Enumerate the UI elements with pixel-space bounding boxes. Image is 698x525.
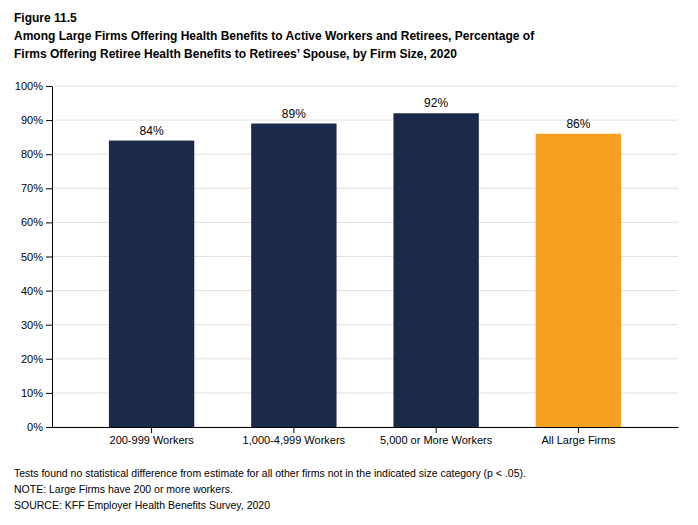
y-tick-label: 60% [21, 216, 43, 228]
bar [109, 141, 194, 427]
y-axis-line [52, 87, 53, 428]
x-axis: 200-999 Workers 1,000-4,999 Workers 5,000 … [53, 427, 679, 446]
x-tick-mark [436, 427, 437, 433]
y-tick-label: 0% [27, 421, 43, 433]
data-label: 92% [424, 96, 448, 110]
data-label: 86% [566, 117, 590, 131]
bars [109, 113, 621, 427]
title-block: Figure 11.5 Among Large Firms Offering He… [14, 11, 535, 61]
y-tick: 20% [21, 353, 52, 365]
x-tick-label: 5,000 or More Workers [380, 434, 493, 446]
title: Firms Offering Retiree Health Benefits t… [14, 47, 457, 61]
y-tick-mark [46, 188, 52, 189]
y-tick-label: 40% [21, 285, 43, 297]
x-tick: 5,000 or More Workers [380, 427, 493, 446]
y-tick-label: 10% [21, 387, 43, 399]
y-tick: 80% [21, 148, 52, 160]
figure-label: Figure 11.5 [14, 11, 77, 25]
x-tick: All Large Firms [541, 427, 615, 446]
title: Among Large Firms Offering Health Benefi… [14, 29, 535, 43]
footnotes: Tests found no statistical difference fr… [14, 467, 526, 511]
bar [536, 134, 621, 427]
y-tick-label: 100% [15, 80, 43, 92]
y-tick-mark [46, 120, 52, 121]
footnote: SOURCE: KFF Employer Health Benefits Sur… [14, 499, 270, 511]
plot: 0% 10% 20% 30% 40% 50% 60% 70% 80% 90% 100% 200-999… [15, 80, 679, 446]
y-tick-label: 20% [21, 353, 43, 365]
bar [393, 113, 478, 427]
y-tick: 10% [21, 387, 52, 399]
y-tick-mark [46, 291, 52, 292]
y-tick-mark [46, 222, 52, 223]
x-tick-label: 1,000-4,999 Workers [243, 434, 346, 446]
x-axis-line [53, 427, 679, 428]
x-tick: 200-999 Workers [110, 427, 195, 446]
y-tick: 30% [21, 319, 52, 331]
data-label: 84% [140, 124, 164, 138]
y-axis: 0% 10% 20% 30% 40% 50% 60% 70% 80% 90% 100% [15, 80, 53, 433]
y-tick-mark [46, 154, 52, 155]
y-tick-mark [46, 393, 52, 394]
footnote: NOTE: Large Firms have 200 or more worke… [14, 483, 233, 495]
y-tick-label: 30% [21, 319, 43, 331]
bar [251, 124, 336, 427]
footnote: Tests found no statistical difference fr… [14, 467, 526, 479]
grid-line [52, 86, 678, 87]
y-tick: 40% [21, 285, 52, 297]
y-tick: 60% [21, 216, 52, 228]
y-tick-label: 50% [21, 251, 43, 263]
y-tick-mark [46, 359, 52, 360]
x-tick-mark [578, 427, 579, 433]
x-tick-label: 200-999 Workers [110, 434, 195, 446]
y-tick: 70% [21, 182, 52, 194]
x-tick-mark [151, 427, 152, 433]
y-tick-mark [46, 427, 52, 428]
y-tick-mark [46, 325, 52, 326]
data-labels: 84% 89% 92% 86% [140, 96, 591, 137]
y-tick: 50% [21, 251, 52, 263]
x-tick-mark [293, 427, 294, 433]
y-tick-mark [46, 86, 52, 87]
y-tick-label: 90% [21, 114, 43, 126]
y-tick: 100% [15, 80, 52, 92]
y-tick-label: 80% [21, 148, 43, 160]
chart: Figure 11.5 Among Large Firms Offering He… [0, 0, 698, 525]
data-label: 89% [282, 107, 306, 121]
y-tick: 90% [21, 114, 52, 126]
y-tick-mark [46, 257, 52, 258]
x-tick: 1,000-4,999 Workers [243, 427, 346, 446]
x-tick-label: All Large Firms [541, 434, 615, 446]
y-tick: 0% [27, 421, 52, 433]
grid [52, 86, 678, 427]
y-tick-label: 70% [21, 182, 43, 194]
